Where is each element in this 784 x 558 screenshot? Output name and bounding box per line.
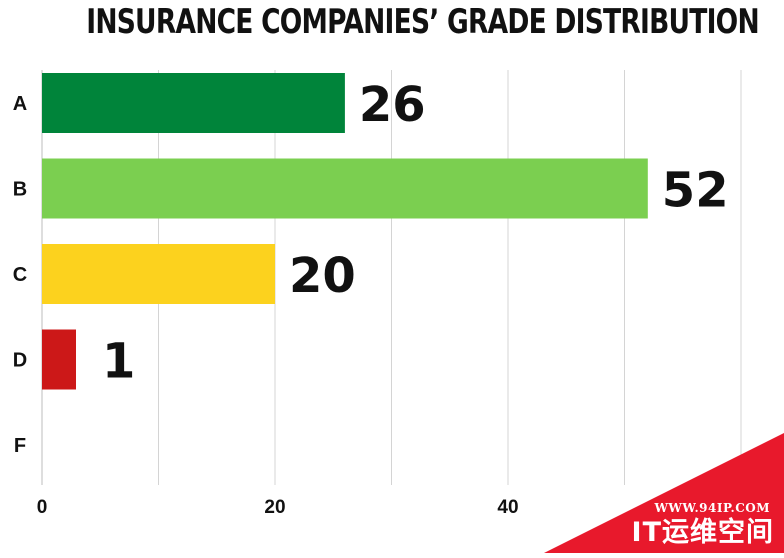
x-tick-label: 40 (497, 497, 518, 518)
chart-title: INSURANCE COMPANIES’ GRADE DISTRIBUTION (86, 2, 759, 42)
watermark: WWW.94IP.COM IT运维空间 (544, 433, 784, 553)
bar-a (42, 73, 345, 133)
category-label: B (13, 179, 27, 201)
category-label: C (13, 264, 27, 286)
data-label: 1 (102, 334, 135, 390)
x-tick-label: 20 (264, 497, 285, 518)
watermark-triangle (544, 433, 784, 553)
bar-b (42, 158, 648, 219)
category-label: F (14, 435, 26, 457)
bar-c (42, 244, 275, 304)
category-label: A (13, 93, 27, 115)
data-label: 20 (289, 248, 356, 304)
watermark-url: WWW.94IP.COM (654, 501, 770, 515)
category-label: D (13, 350, 27, 372)
watermark-name: IT运维空间 (631, 517, 774, 548)
x-tick-label: 0 (37, 497, 48, 518)
data-label: 52 (662, 163, 729, 219)
data-label: 26 (359, 77, 426, 133)
bar-d (42, 329, 76, 390)
